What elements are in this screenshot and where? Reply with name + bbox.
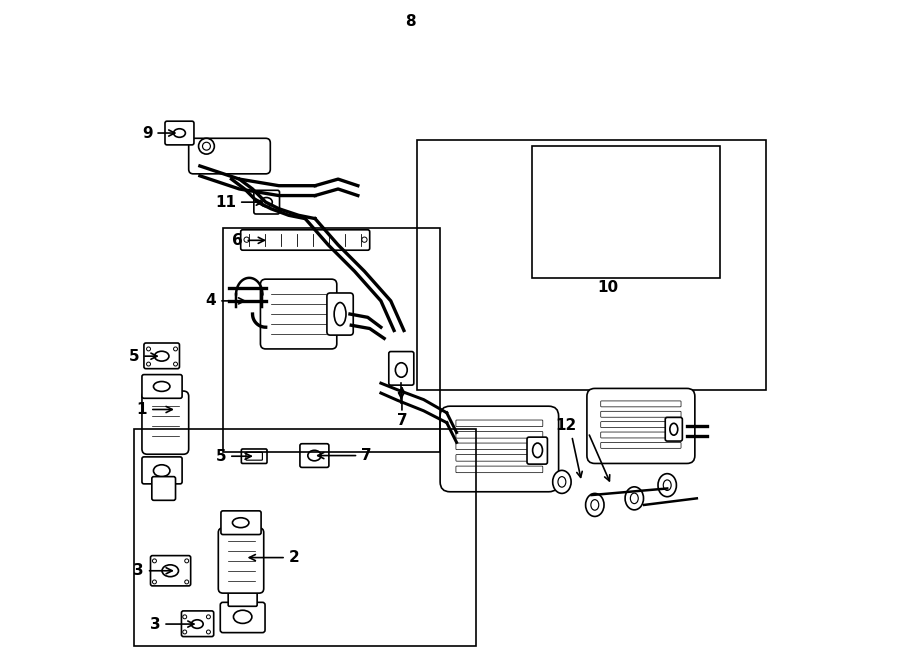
Text: 4: 4 [206,293,245,309]
Bar [223,229,440,452]
Ellipse shape [626,487,644,510]
FancyBboxPatch shape [182,611,213,637]
FancyBboxPatch shape [440,407,559,492]
Ellipse shape [155,351,169,361]
FancyBboxPatch shape [600,442,681,448]
Bar [134,429,476,646]
FancyBboxPatch shape [600,432,681,438]
FancyBboxPatch shape [456,432,543,438]
FancyBboxPatch shape [142,457,182,484]
Ellipse shape [233,610,252,623]
Circle shape [206,615,211,619]
FancyBboxPatch shape [165,121,194,145]
FancyBboxPatch shape [189,138,270,174]
Ellipse shape [154,465,170,477]
FancyBboxPatch shape [600,411,681,417]
Text: 1: 1 [137,402,172,417]
Circle shape [183,630,186,634]
FancyBboxPatch shape [389,352,414,385]
Ellipse shape [162,565,178,576]
Circle shape [174,347,177,351]
Text: 12: 12 [555,418,577,434]
FancyBboxPatch shape [246,452,263,460]
Circle shape [206,630,211,634]
FancyBboxPatch shape [144,343,179,369]
Circle shape [147,347,150,351]
Text: 5: 5 [129,348,158,364]
Ellipse shape [670,423,678,435]
Ellipse shape [174,129,185,137]
Ellipse shape [154,381,170,391]
FancyBboxPatch shape [260,279,337,349]
Text: 3: 3 [133,563,172,578]
Text: 2: 2 [249,550,300,565]
Ellipse shape [630,493,638,504]
FancyBboxPatch shape [220,511,261,535]
FancyBboxPatch shape [300,444,328,467]
FancyBboxPatch shape [152,477,176,500]
Circle shape [174,362,177,366]
FancyBboxPatch shape [254,190,280,214]
FancyBboxPatch shape [527,437,547,464]
Text: 5: 5 [216,449,251,464]
FancyBboxPatch shape [241,449,267,463]
Text: 11: 11 [215,194,263,210]
Bar [417,139,766,390]
Text: 6: 6 [232,233,265,248]
FancyBboxPatch shape [600,401,681,407]
Ellipse shape [591,500,599,510]
Circle shape [184,580,189,584]
Circle shape [152,559,157,563]
Bar [532,146,720,278]
Text: 3: 3 [149,617,194,631]
Ellipse shape [395,363,407,377]
Ellipse shape [663,480,671,490]
FancyBboxPatch shape [456,420,543,426]
Circle shape [199,138,214,154]
Ellipse shape [558,477,566,487]
Circle shape [202,142,211,150]
Circle shape [152,580,157,584]
FancyBboxPatch shape [229,587,257,606]
FancyBboxPatch shape [142,391,189,454]
FancyBboxPatch shape [327,293,353,335]
Circle shape [147,362,150,366]
FancyBboxPatch shape [665,417,682,441]
FancyBboxPatch shape [219,528,264,593]
FancyBboxPatch shape [456,443,543,449]
Ellipse shape [308,450,321,461]
Circle shape [183,615,186,619]
Text: 7: 7 [397,412,408,428]
FancyBboxPatch shape [600,422,681,428]
Text: 8: 8 [405,14,416,28]
Text: 9: 9 [142,126,175,141]
Text: 10: 10 [598,280,618,295]
Ellipse shape [533,443,543,457]
FancyBboxPatch shape [220,602,265,633]
Ellipse shape [586,493,604,516]
Ellipse shape [232,518,249,527]
FancyBboxPatch shape [142,375,182,399]
Ellipse shape [334,303,346,326]
Circle shape [244,237,249,243]
Ellipse shape [192,620,203,629]
FancyBboxPatch shape [587,389,695,463]
FancyBboxPatch shape [456,455,543,461]
Circle shape [184,559,189,563]
Ellipse shape [658,474,677,496]
Text: 7: 7 [318,448,372,463]
Ellipse shape [260,198,273,207]
FancyBboxPatch shape [456,466,543,473]
FancyBboxPatch shape [240,230,370,251]
Ellipse shape [553,471,572,493]
Circle shape [362,237,367,243]
FancyBboxPatch shape [150,556,191,586]
